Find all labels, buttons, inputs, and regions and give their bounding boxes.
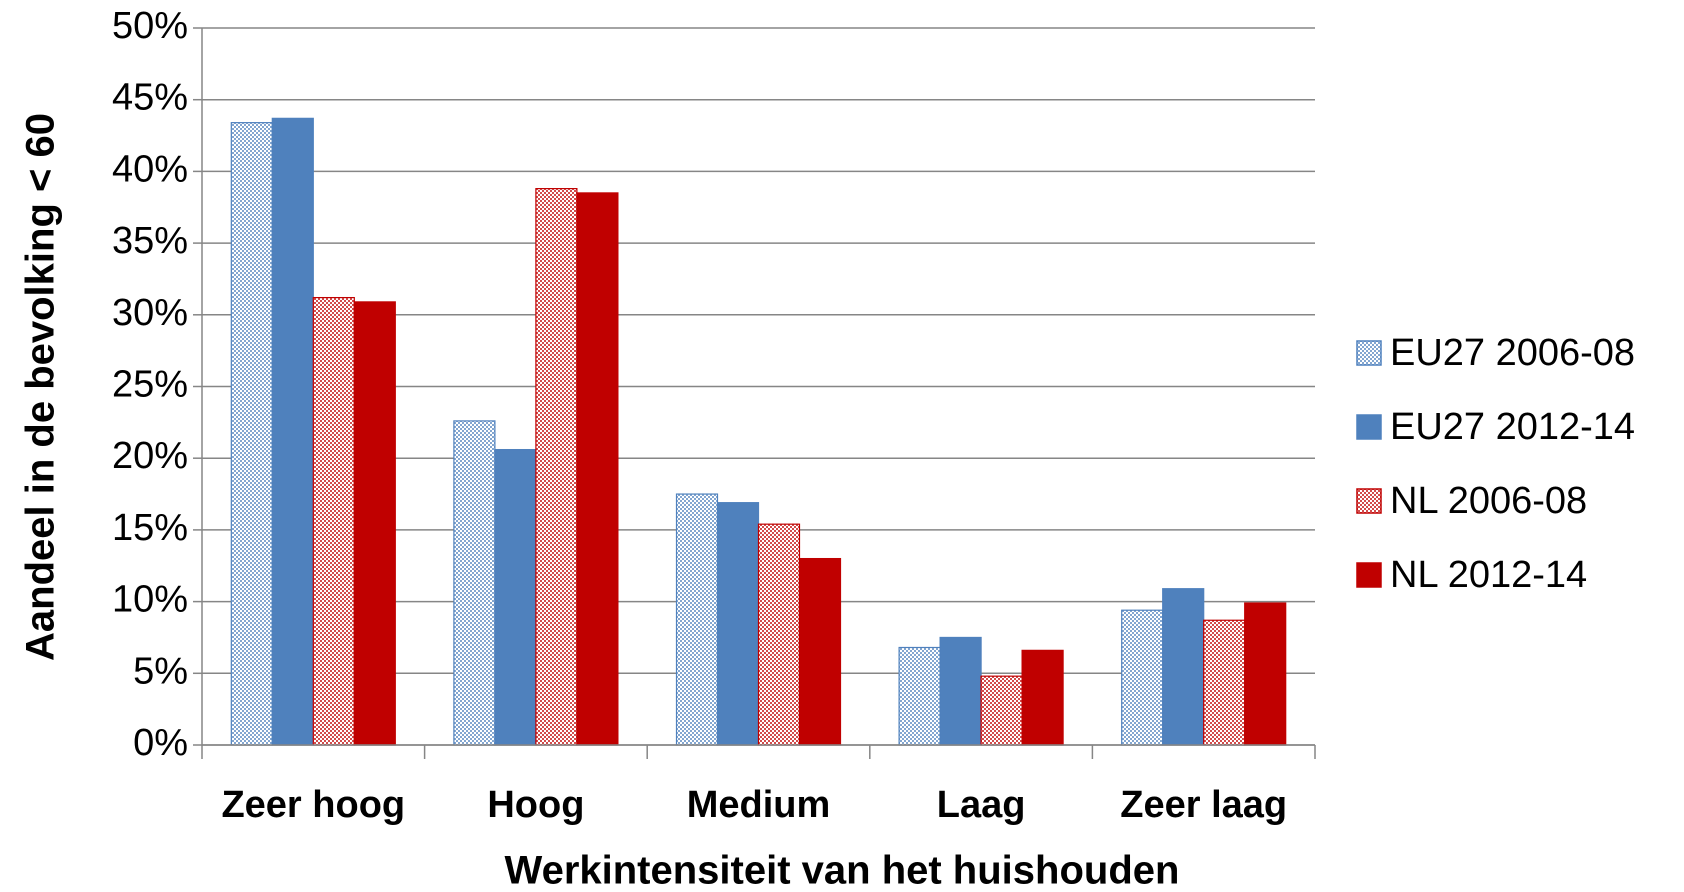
y-tick-label: 30%: [112, 292, 188, 334]
y-tick-label: 45%: [112, 77, 188, 119]
bar: [494, 448, 537, 746]
bar: [1203, 619, 1246, 746]
y-axis-label: Aandeel in de bevolking < 60: [19, 113, 63, 661]
bar: [453, 420, 496, 746]
bar: [535, 188, 578, 746]
legend-swatch: [1356, 414, 1382, 440]
bar: [898, 646, 941, 746]
bar: [798, 557, 842, 746]
bar: [230, 122, 273, 746]
legend-label: NL 2006-08: [1390, 480, 1587, 522]
legend-label: NL 2012-14: [1390, 554, 1587, 596]
y-tick-label: 0%: [133, 722, 188, 764]
y-tick-label: 50%: [112, 5, 188, 47]
bar: [939, 636, 982, 746]
y-tick-label: 25%: [112, 364, 188, 406]
y-tick-label: 15%: [112, 507, 188, 549]
legend-label: EU27 2006-08: [1390, 332, 1635, 374]
y-tick-label: 35%: [112, 220, 188, 262]
legend-label: EU27 2012-14: [1390, 406, 1635, 448]
x-tick-label: Zeer laag: [1120, 784, 1287, 826]
y-tick-label: 40%: [112, 148, 188, 190]
bar: [353, 301, 396, 746]
bar: [1162, 588, 1205, 746]
y-tick-label: 20%: [112, 435, 188, 477]
legend-swatch: [1356, 562, 1382, 588]
bar: [271, 117, 314, 746]
bar: [312, 296, 355, 746]
legend-swatch: [1356, 488, 1382, 514]
x-tick-label: Medium: [687, 784, 831, 826]
y-tick-label: 5%: [133, 650, 188, 692]
x-axis-label: Werkintensiteit van het huishouden: [505, 849, 1180, 892]
bar: [757, 523, 801, 746]
bar: [1244, 602, 1287, 746]
bar: [675, 493, 719, 746]
bar: [576, 192, 619, 746]
bar: [980, 675, 1023, 746]
bar: [1021, 649, 1064, 746]
y-tick-label: 10%: [112, 579, 188, 621]
x-tick-label: Hoog: [487, 784, 584, 826]
x-tick-label: Zeer hoog: [221, 784, 405, 826]
x-tick-label: Laag: [937, 784, 1026, 826]
bar: [716, 502, 760, 746]
legend-swatch: [1356, 340, 1382, 366]
bar: [1121, 609, 1164, 746]
